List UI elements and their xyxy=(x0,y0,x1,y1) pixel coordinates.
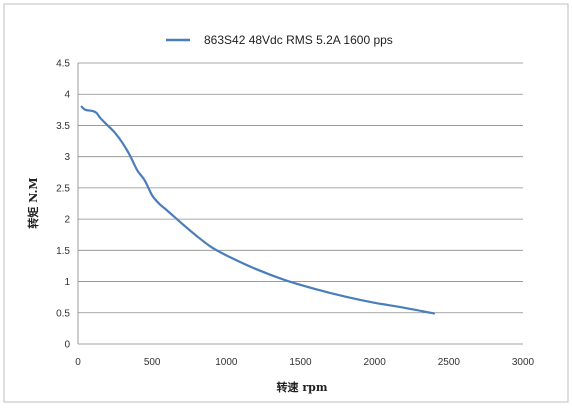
legend: 863S42 48Vdc RMS 5.2A 1600 pps xyxy=(166,33,393,47)
y-tick-label: 3 xyxy=(64,152,70,163)
series-group xyxy=(80,105,436,315)
x-tick-label: 2000 xyxy=(364,357,387,368)
y-axis-title: 转矩 N.M xyxy=(26,177,40,228)
x-tick-label: 1000 xyxy=(215,357,238,368)
x-tick-label: 0 xyxy=(75,357,81,368)
y-tick-label: 4 xyxy=(64,90,70,101)
x-axis-ticks: 0 500 1000 1500 2000 2500 3000 xyxy=(75,357,534,368)
series-line xyxy=(80,105,436,315)
y-tick-label: 3.5 xyxy=(56,121,70,132)
chart-border xyxy=(3,3,569,403)
x-tick-label: 1500 xyxy=(289,357,312,368)
y-tick-label: 0 xyxy=(64,340,70,351)
y-tick-label: 4.5 xyxy=(56,59,70,70)
x-tick-label: 2500 xyxy=(438,357,461,368)
x-tick-label: 3000 xyxy=(512,357,535,368)
x-axis-title: 转速 rpm xyxy=(277,380,328,394)
legend-label: 863S42 48Vdc RMS 5.2A 1600 pps xyxy=(204,33,393,47)
gridlines xyxy=(77,62,523,345)
y-axis-ticks: 0 0.5 1 1.5 2 2.5 3 3.5 4 4.5 xyxy=(56,59,70,351)
x-tick-label: 500 xyxy=(144,357,161,368)
y-tick-label: 1 xyxy=(64,277,70,288)
y-tick-label: 2.5 xyxy=(56,183,70,194)
y-tick-label: 1.5 xyxy=(56,246,70,257)
y-tick-label: 0.5 xyxy=(56,308,70,319)
y-tick-label: 2 xyxy=(64,215,70,226)
